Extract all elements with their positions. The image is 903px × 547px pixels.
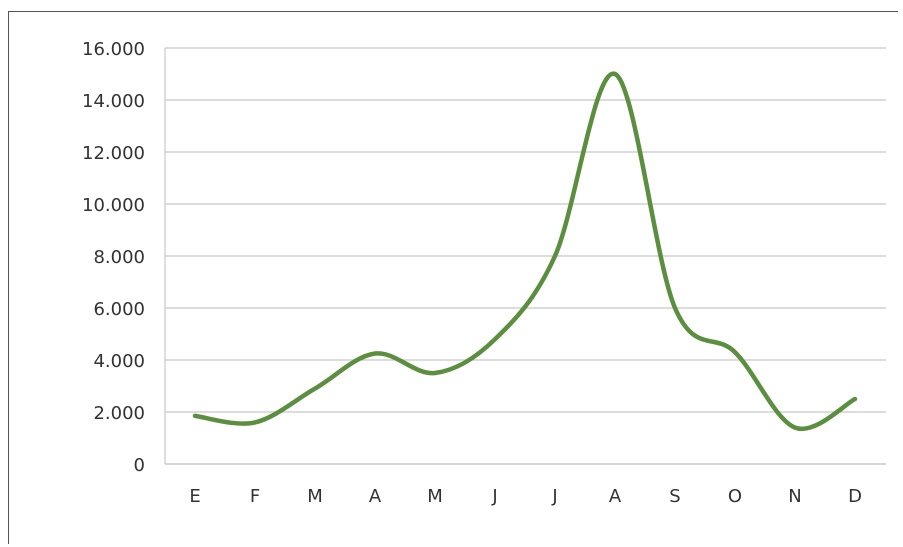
- data-point: [852, 396, 858, 402]
- x-tick-label: M: [307, 486, 323, 507]
- data-point: [732, 349, 738, 355]
- x-tick-label: S: [669, 486, 680, 507]
- x-tick-label: A: [369, 486, 382, 507]
- y-tick-label: 12.000: [82, 143, 145, 164]
- x-tick-label: D: [848, 486, 862, 507]
- series-line: [192, 71, 858, 432]
- data-point: [252, 419, 258, 425]
- x-tick-label: J: [491, 486, 497, 507]
- data-point: [372, 351, 378, 357]
- x-tick-label: A: [609, 486, 622, 507]
- y-tick-label: 2.000: [93, 403, 145, 424]
- y-axis: 0 2.000 4.000 6.000 8.000 10.000 12.000 14.000 1…: [82, 39, 145, 476]
- x-tick-label: J: [551, 486, 557, 507]
- y-tick-label: 4.000: [93, 351, 145, 372]
- y-tick-label: 8.000: [93, 247, 145, 268]
- y-tick-label: 6.000: [93, 299, 145, 320]
- x-tick-label: F: [250, 486, 260, 507]
- x-tick-label: M: [427, 486, 443, 507]
- data-point: [192, 413, 198, 419]
- y-tick-label: 10.000: [82, 195, 145, 216]
- x-tick-label: N: [788, 486, 801, 507]
- data-point: [672, 305, 678, 311]
- x-tick-label: E: [189, 486, 200, 507]
- data-point: [552, 253, 558, 259]
- x-tick-label: O: [728, 486, 742, 507]
- data-point: [492, 336, 498, 342]
- grid-lines: [164, 47, 886, 465]
- y-tick-label: 14.000: [82, 91, 145, 112]
- data-point: [792, 425, 798, 431]
- y-tick-label: 0: [134, 455, 145, 476]
- y-tick-label: 16.000: [82, 39, 145, 60]
- data-point: [612, 71, 618, 77]
- data-point: [312, 386, 318, 392]
- series-group: [192, 71, 858, 432]
- data-point: [432, 370, 438, 376]
